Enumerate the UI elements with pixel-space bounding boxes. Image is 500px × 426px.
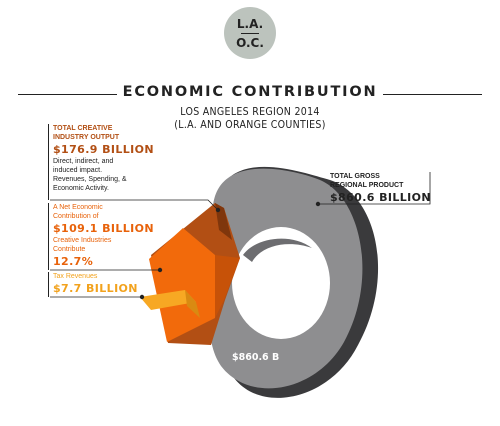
title-rule-left bbox=[18, 94, 130, 95]
creative-heading-1: TOTAL CREATIVE bbox=[53, 125, 113, 132]
gross-value: $860.6 BILLION bbox=[330, 191, 432, 204]
region-badge: L.A. O.C. bbox=[224, 7, 276, 59]
tax-label: Tax Revenues bbox=[53, 273, 98, 280]
chart-title: ECONOMIC CONTRIBUTION bbox=[0, 84, 500, 100]
slice-creative-output-edge bbox=[215, 203, 232, 240]
net-value: $109.1 BILLION bbox=[53, 222, 155, 235]
badge-top-text: L.A. bbox=[236, 16, 264, 31]
creative-note-1: Direct, indirect, and bbox=[53, 158, 114, 165]
donut-value-label: $860.6 B bbox=[232, 352, 280, 363]
net-label-1: A Net Economic bbox=[53, 204, 103, 211]
creative-heading-2: INDUSTRY OUTPUT bbox=[53, 134, 120, 141]
callout-net-contribution: A Net Economic Contribution of $109.1 BI… bbox=[53, 203, 203, 269]
slice-net-contribution-side bbox=[215, 255, 240, 318]
tax-value: $7.7 BILLION bbox=[53, 282, 138, 295]
slice-tax-revenues-side bbox=[185, 290, 200, 318]
net-label-2: Contribution of bbox=[53, 213, 99, 220]
callout-tax-bar bbox=[48, 272, 49, 297]
leader-creative bbox=[50, 199, 219, 211]
creative-note-2: induced impact. bbox=[53, 167, 103, 174]
callout-gross-product: TOTAL GROSS REGIONAL PRODUCT $860.6 BILL… bbox=[330, 172, 440, 205]
leader-tax-dot bbox=[139, 294, 145, 300]
gross-heading-2: REGIONAL PRODUCT bbox=[330, 182, 404, 189]
leader-gross-dot bbox=[315, 201, 321, 207]
creative-value: $176.9 BILLION bbox=[53, 143, 155, 156]
net-note-1: Creative Industries bbox=[53, 237, 112, 244]
callout-creative-output: TOTAL CREATIVE INDUSTRY OUTPUT $176.9 BI… bbox=[53, 124, 203, 193]
title-rule-right bbox=[370, 94, 482, 95]
badge-divider bbox=[241, 32, 259, 34]
callout-tax-revenues: Tax Revenues $7.7 BILLION bbox=[53, 272, 173, 296]
net-note-2: Contribute bbox=[53, 246, 86, 253]
creative-note-4: Economic Activity. bbox=[53, 185, 109, 192]
slice-tax-revenues bbox=[140, 290, 196, 310]
gross-heading-1: TOTAL GROSS bbox=[330, 173, 380, 180]
callout-net-bar bbox=[48, 203, 49, 270]
donut-hole-shadow bbox=[243, 238, 312, 262]
chart-title-text: ECONOMIC CONTRIBUTION bbox=[116, 84, 384, 100]
callout-creative-bar bbox=[48, 124, 49, 200]
leader-creative-dot bbox=[215, 207, 221, 213]
chart-subtitle-line2: (L.A. AND ORANGE COUNTIES) bbox=[174, 119, 326, 131]
creative-note-3: Revenues, Spending, & bbox=[53, 176, 127, 183]
net-percent: 12.7% bbox=[53, 255, 94, 268]
chart-subtitle-line1: LOS ANGELES REGION 2014 bbox=[180, 106, 320, 118]
leader-net-dot bbox=[157, 267, 163, 273]
leader-gross bbox=[318, 172, 431, 205]
badge-bottom-text: O.C. bbox=[236, 35, 264, 50]
